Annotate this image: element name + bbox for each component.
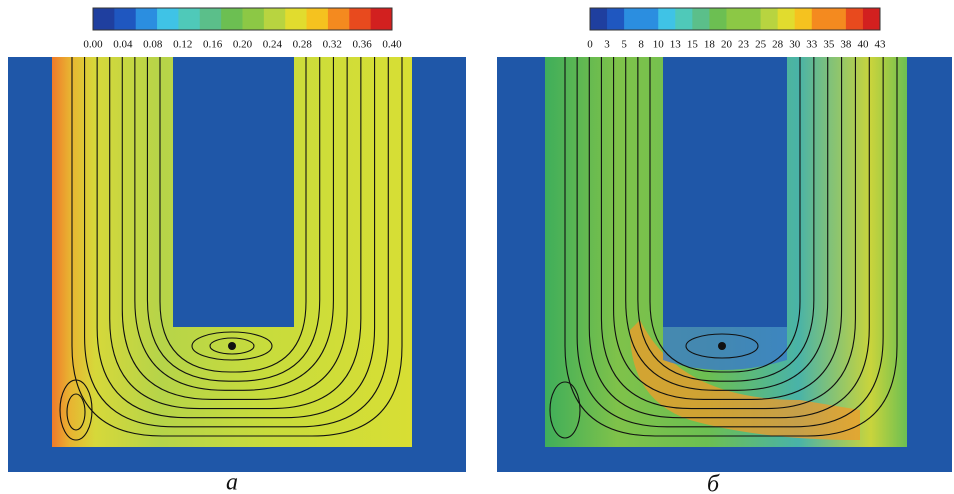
colorbar-cell [263, 8, 286, 30]
colorbar-cell [828, 8, 847, 30]
colorbar-tick-label: 0.20 [233, 39, 253, 51]
colorbar-tick-label: 33 [806, 39, 818, 51]
streamline [109, 57, 362, 410]
colorbar-cell [743, 8, 762, 30]
colorbar-tick-label: 0.04 [113, 39, 133, 51]
colorbar-cell [607, 8, 625, 30]
colorbar-cell [349, 8, 372, 30]
colorbar-tick-label: 20 [721, 39, 733, 51]
colorbar-cell [327, 8, 350, 30]
colorbar-tick-label: 5 [621, 39, 627, 51]
colorbar-tick-label: 10 [653, 39, 665, 51]
colorbar-tick-label: 30 [789, 39, 801, 51]
colorbar-tick-label: 15 [687, 39, 699, 51]
colorbar-cell [726, 8, 745, 30]
streamline [613, 57, 843, 400]
streamline [588, 57, 870, 419]
colorbar-tick-label: 0.12 [173, 39, 192, 51]
colorbar-tick-label: 0.16 [203, 39, 223, 51]
colorbar-tick-label: 13 [670, 39, 682, 51]
vortex [209, 337, 255, 355]
streamline [576, 57, 884, 428]
colorbar-tick-label: 23 [738, 39, 750, 51]
vortex [685, 333, 759, 359]
colorbar-cell [709, 8, 727, 30]
colorbar-cell [658, 8, 676, 30]
colorbar-tick-label: 3 [604, 39, 610, 51]
streamline [71, 57, 403, 437]
colorbar-tick-label: 25 [755, 39, 767, 51]
streamline [637, 57, 815, 382]
colorbar-tick-label: 18 [704, 39, 716, 51]
colorbar-cell [242, 8, 265, 30]
colorbar-tick-label: 8 [638, 39, 644, 51]
colorbar-cell [641, 8, 659, 30]
colorbar-tick-label: 0.36 [352, 39, 372, 51]
colorbar-cell [590, 8, 608, 30]
high-zone [630, 320, 860, 440]
colorbar-tick-label: 43 [875, 39, 887, 51]
streamlines [564, 57, 898, 437]
panel-label: б [707, 472, 720, 494]
colorbar-cell [624, 8, 642, 30]
colorbar-cell [157, 8, 179, 30]
domain [52, 57, 412, 447]
colorbar-cell [199, 8, 222, 30]
streamline [134, 57, 334, 391]
colorbar-frame [589, 7, 881, 31]
colorbar-tick-label: 0.32 [323, 39, 342, 51]
colorbar-tick-label: 40 [857, 39, 869, 51]
streamline [564, 57, 898, 437]
streamline [121, 57, 348, 400]
vortex [66, 393, 86, 431]
colorbar-cell [93, 8, 115, 30]
colorbar-tick-label: 28 [772, 39, 784, 51]
colorbar-tick-label: 35 [823, 39, 835, 51]
vortex [59, 379, 93, 441]
colorbar-cell [675, 8, 693, 30]
colorbar-tick-label: 0.28 [293, 39, 313, 51]
colorbar-cell [777, 8, 796, 30]
colorbar-cell [692, 8, 710, 30]
colorbar-cell [135, 8, 158, 30]
colorbar-tick-label: 0.40 [382, 39, 402, 51]
streamline [649, 57, 801, 373]
colorbar-cell [370, 8, 393, 30]
colorbar-cell [760, 8, 779, 30]
vortex-core [718, 342, 726, 350]
colorbar-cell [811, 8, 830, 30]
colorbar-cell [114, 8, 137, 30]
colorbar-cell [221, 8, 243, 30]
streamline [159, 57, 307, 373]
colorbar-tick-label: 0.00 [83, 39, 103, 51]
colorbar-cell [285, 8, 308, 30]
vortex [191, 331, 273, 361]
streamline [146, 57, 321, 382]
colorbar-cell [306, 8, 329, 30]
colorbar-cell [794, 8, 813, 30]
vortex-core [228, 342, 236, 350]
colorbar-tick-label: 38 [840, 39, 852, 51]
panel-label: а [226, 470, 238, 494]
colorbar-tick-label: 0.24 [263, 39, 283, 51]
colorbar-tick-label: 0 [587, 39, 593, 51]
streamline [84, 57, 389, 428]
colorbar-cell [862, 8, 881, 30]
colorbar-cell [845, 8, 864, 30]
streamline [96, 57, 376, 419]
colorbar-tick-label: 0.08 [143, 39, 163, 51]
colorbar-frame [92, 7, 393, 31]
streamlines [71, 57, 403, 437]
streamline [600, 57, 856, 410]
streamline [625, 57, 829, 391]
colorbar-cell [178, 8, 201, 30]
vortex [549, 381, 581, 439]
